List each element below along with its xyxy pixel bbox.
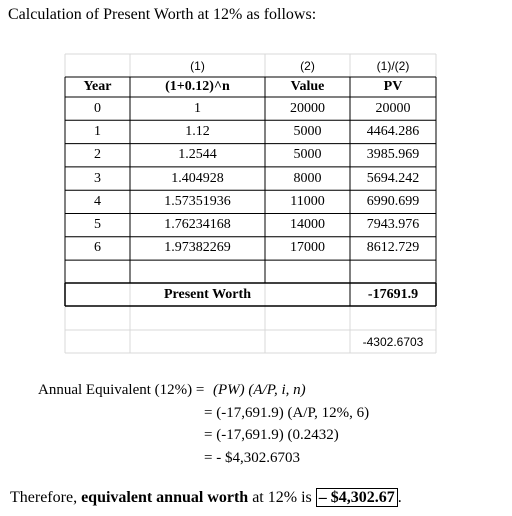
table-cell: 1.404928	[171, 170, 224, 186]
table-cell: 2	[94, 147, 101, 163]
table-cell: 1	[194, 100, 201, 116]
conclusion-text: Therefore,	[10, 489, 82, 506]
conclusion-answer: – $4,302.67	[315, 488, 398, 507]
table-cell: 3985.969	[366, 147, 420, 163]
table-cell: 14000	[290, 217, 325, 233]
equation-step: = (-17,691.9) (A/P, 12%, 6)	[204, 405, 370, 421]
table-cell: Year	[83, 79, 112, 94]
table-cell: 1.97382269	[164, 240, 231, 256]
table-cell: 20000	[290, 100, 325, 116]
table-cell: 5694.242	[366, 170, 420, 186]
table-cell: 4464.286	[366, 123, 420, 139]
table-cell: 1.12	[185, 123, 210, 139]
equation-formula: (PW) (A/P, i, n)	[213, 382, 306, 398]
table-cell: 8000	[293, 170, 322, 186]
table-cell: 6990.699	[366, 193, 420, 209]
table-cell: Value	[290, 79, 325, 94]
conclusion-text: at 12% is	[248, 489, 316, 506]
equation-lhs: Annual Equivalent (12%) =	[38, 382, 209, 398]
conclusion: Therefore, equivalent annual worth at 12…	[10, 488, 402, 507]
table-cell: 5000	[293, 147, 322, 163]
table-cell: (1)/(2)	[376, 58, 410, 73]
table-cell: 3	[94, 170, 101, 186]
table-cell: 8612.729	[366, 240, 420, 256]
table-cell: 7943.976	[366, 217, 420, 233]
equation-step: = (-17,691.9) (0.2432)	[204, 427, 339, 443]
table-cell: -17691.9	[367, 286, 419, 302]
table-cell: 1.2544	[178, 147, 217, 163]
table-cell: (1+0.12)^n	[165, 79, 230, 94]
table-cell: 11000	[290, 193, 325, 209]
table-cell: 17000	[290, 240, 325, 256]
table-cell: 4	[94, 193, 101, 209]
table-cell: 1.76234168	[164, 217, 231, 233]
table-cell: 5	[94, 217, 101, 233]
conclusion-emphasis: equivalent annual worth	[81, 489, 249, 506]
table-cell: (2)	[300, 58, 315, 73]
table-cell: -4302.6703	[362, 334, 424, 349]
table-cell: 6	[94, 240, 101, 256]
table-cell: 1	[94, 123, 101, 139]
table-cell: PV	[383, 79, 403, 94]
heading: Calculation of Present Worth at 12% as f…	[8, 6, 317, 23]
table-cell: Present Worth	[164, 286, 251, 302]
equation-step: = - $4,302.6703	[204, 450, 300, 466]
table-cell: 5000	[293, 123, 322, 139]
table-cell: 1.57351936	[164, 193, 231, 209]
table-cell: 20000	[375, 100, 411, 116]
conclusion-text: .	[397, 489, 402, 506]
table-cell: 0	[94, 100, 101, 116]
table-cell: (1)	[190, 58, 205, 73]
